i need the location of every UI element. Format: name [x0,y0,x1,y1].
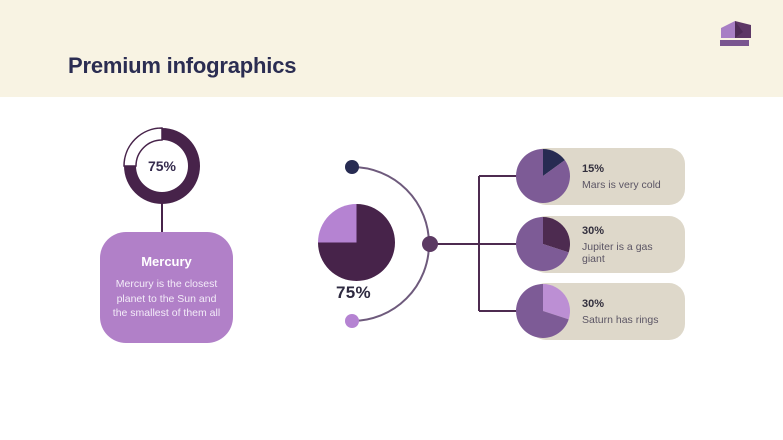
mars-pie-chart [516,149,570,203]
mercury-donut-group: 75% [120,124,204,208]
mercury-card-title: Mercury [141,254,192,269]
crown-icon [720,21,751,46]
jupiter-pie-chart [516,217,570,271]
mercury-donut-percent: 75% [147,158,177,174]
info-card-mars: 15% Mars is very cold [516,148,685,205]
mars-description: Mars is very cold [582,178,661,191]
mercury-card-description: Mercury is the closest planet to the Sun… [112,278,221,320]
jupiter-percent: 30% [582,224,605,237]
mercury-donut-chart [123,127,200,204]
center-pie-group [318,204,395,281]
crown-band [720,40,749,46]
slide-header: Premium infographics [0,0,783,97]
center-pie-chart [318,204,395,281]
center-pie-percent: 75% [336,283,371,302]
info-card-saturn: 30% Saturn has rings [516,283,685,340]
mars-percent: 15% [582,162,605,175]
saturn-pie-chart [516,284,570,338]
jupiter-description: Jupiter is a gas giant [582,240,653,265]
arc-top-dot [345,160,359,174]
bracket-connector-lines [430,175,543,312]
arc-bottom-dot [345,314,359,328]
crown-left-shape [721,21,735,38]
arc-middle-dot [422,236,438,252]
mercury-card: Mercury Mercury is the closest planet to… [100,232,233,343]
info-card-jupiter: 30% Jupiter is a gas giant [516,216,685,273]
crown-center-shade [735,21,743,38]
slide-title: Premium infographics [68,53,297,78]
saturn-description: Saturn has rings [582,313,659,326]
saturn-percent: 30% [582,297,605,310]
